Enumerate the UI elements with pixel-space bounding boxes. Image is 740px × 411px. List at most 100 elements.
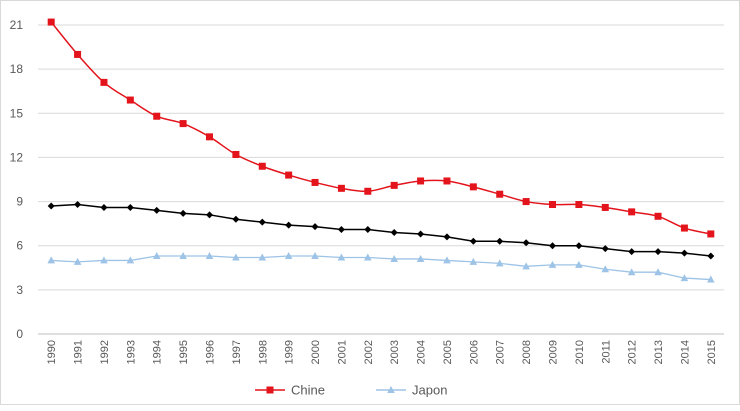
- series-line: [51, 255, 711, 281]
- data-point: [390, 228, 398, 236]
- data-point: [153, 206, 161, 214]
- data-point: [311, 252, 319, 260]
- data-point: [364, 187, 372, 195]
- data-point: [680, 274, 689, 282]
- x-tick-label: 2013: [653, 340, 665, 364]
- data-point: [126, 256, 135, 264]
- data-point: [628, 208, 636, 216]
- x-tick-label: 2012: [627, 340, 639, 364]
- data-point: [73, 257, 82, 265]
- data-point: [179, 120, 187, 128]
- data-point: [232, 253, 240, 261]
- data-point: [311, 223, 319, 231]
- x-tick-label: 2010: [574, 340, 586, 364]
- data-point: [416, 254, 425, 262]
- data-point: [258, 253, 267, 261]
- data-point: [205, 252, 214, 260]
- x-tick-label: 2005: [442, 340, 454, 364]
- data-point: [601, 203, 609, 211]
- x-tick-label: 1996: [205, 340, 217, 364]
- legend-label: Chine: [291, 383, 325, 398]
- data-point: [364, 226, 372, 234]
- y-tick-label: 6: [16, 239, 23, 253]
- data-point: [47, 202, 55, 210]
- data-point: [284, 252, 293, 260]
- x-tick-label: 1999: [284, 340, 296, 364]
- y-tick-label: 15: [10, 106, 24, 120]
- legend-marker: [387, 386, 395, 393]
- x-tick-label: 2002: [363, 340, 375, 364]
- x-tick-label: 2001: [336, 340, 348, 364]
- x-tick-label: 1990: [46, 340, 58, 364]
- data-point: [337, 253, 346, 261]
- data-point: [390, 181, 398, 189]
- series-unlabeled: [47, 201, 715, 260]
- x-tick-label: 1992: [99, 340, 111, 364]
- data-point: [548, 260, 557, 268]
- series-line: [51, 203, 711, 257]
- data-point: [417, 177, 425, 185]
- data-point: [179, 209, 187, 217]
- series-chine: [47, 18, 715, 238]
- x-axis-ticks: 1990 1991 1992 1993 1994 1995 1996 1997 1998 1999…: [46, 340, 718, 364]
- x-tick-label: 1994: [152, 340, 164, 364]
- data-point: [126, 96, 134, 104]
- x-tick-label: 1998: [257, 340, 269, 364]
- data-point: [390, 254, 398, 262]
- data-point: [206, 133, 213, 141]
- data-point: [417, 230, 425, 238]
- x-tick-label: 2011: [600, 340, 612, 364]
- data-point: [469, 237, 477, 245]
- data-point: [443, 233, 451, 241]
- x-tick-label: 1997: [231, 340, 243, 364]
- x-tick-label: 1991: [73, 340, 85, 364]
- y-axis-ticks: 0 3 6 9 12 15 18 21: [10, 18, 24, 341]
- x-tick-label: 1995: [178, 340, 190, 364]
- gridlines: [38, 24, 724, 335]
- data-point: [707, 230, 715, 238]
- data-point: [707, 275, 715, 283]
- x-tick-label: 2008: [521, 340, 533, 364]
- data-point: [443, 256, 451, 264]
- y-tick-label: 18: [10, 62, 24, 76]
- data-point: [74, 50, 82, 58]
- y-tick-label: 12: [10, 150, 24, 164]
- legend-label: Japon: [412, 383, 447, 398]
- x-tick-label: 2009: [548, 340, 560, 364]
- data-point: [469, 183, 477, 191]
- data-point: [680, 249, 688, 257]
- x-tick-label: 2000: [310, 340, 322, 364]
- y-tick-label: 21: [10, 18, 24, 32]
- data-point: [522, 262, 530, 270]
- x-tick-label: 1993: [125, 340, 137, 364]
- data-point: [496, 237, 504, 245]
- data-point: [522, 198, 530, 206]
- data-point: [100, 203, 108, 211]
- data-point: [152, 252, 161, 260]
- data-point: [74, 201, 82, 209]
- data-point: [232, 215, 240, 223]
- data-point: [206, 211, 213, 219]
- data-point: [575, 242, 583, 250]
- data-point: [654, 248, 662, 256]
- data-point: [47, 256, 55, 264]
- legend-marker: [266, 386, 274, 394]
- legend-item-japon: Japon: [376, 383, 447, 398]
- legend-item-chine: Chine: [255, 383, 325, 398]
- data-point: [443, 177, 451, 185]
- data-point: [364, 253, 372, 261]
- data-point: [495, 259, 504, 267]
- data-point: [100, 78, 108, 86]
- data-point: [575, 260, 583, 268]
- data-point: [179, 252, 187, 260]
- data-point: [285, 221, 293, 229]
- y-tick-label: 0: [16, 327, 23, 341]
- data-point: [100, 256, 108, 264]
- series-line: [50, 21, 711, 235]
- data-point: [601, 265, 610, 273]
- data-point: [522, 239, 530, 247]
- data-point: [232, 150, 240, 158]
- x-tick-label: 2007: [495, 340, 507, 364]
